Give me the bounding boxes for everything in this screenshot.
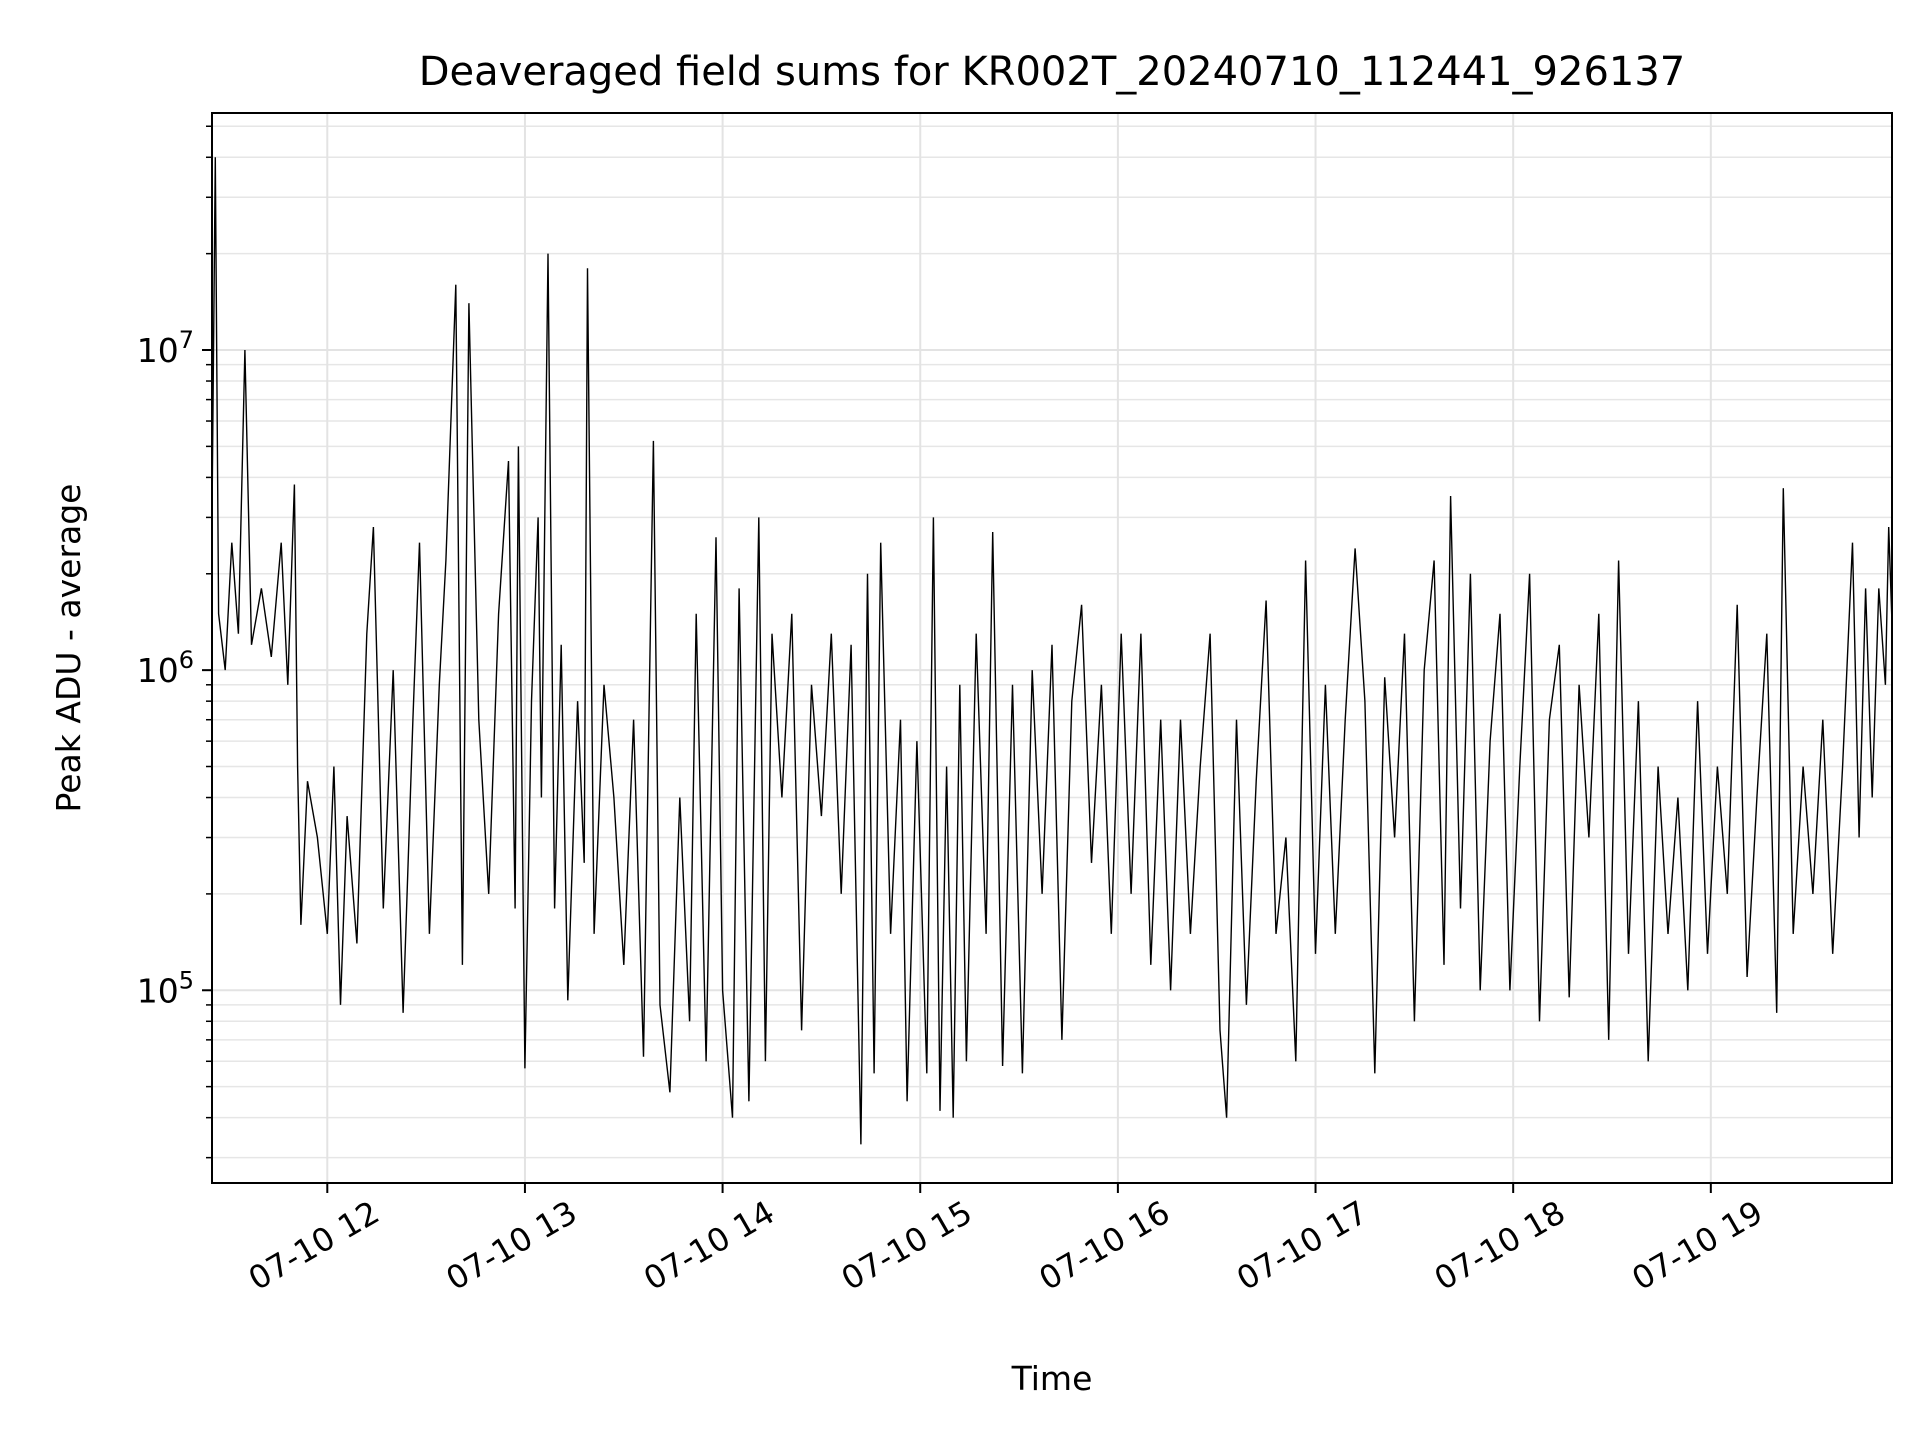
y-tick-label: 106 (137, 646, 194, 690)
grid-major (212, 113, 1892, 1183)
data-line (211, 157, 1893, 1145)
y-tick-label: 107 (137, 326, 194, 370)
series-layer (211, 157, 1893, 1145)
chart-title: Deaveraged field sums for KR002T_2024071… (419, 49, 1686, 95)
y-axis-label: Peak ADU - average (49, 484, 88, 813)
x-axis-label: Time (1011, 1359, 1093, 1398)
y-axis: 105 106 107 (137, 125, 212, 1159)
plot-frame (211, 112, 1893, 1184)
y-tick-label: 105 (137, 966, 194, 1010)
